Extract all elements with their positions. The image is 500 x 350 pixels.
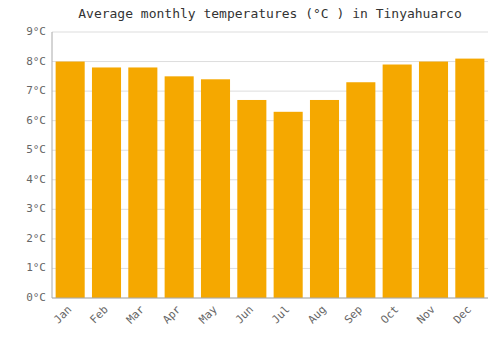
bar (310, 100, 339, 298)
y-tick-label: 2°C (26, 232, 46, 245)
bar (56, 62, 85, 298)
y-tick-label: 9°C (26, 25, 46, 38)
y-tick-label: 3°C (26, 202, 46, 215)
chart-container: 0°C 1°C 2°C 3°C 4°C 5°C 6°C 7°C 8°C 9°C Jan Feb Mar A… (0, 0, 500, 350)
bar (455, 59, 484, 298)
grid-line (52, 298, 488, 299)
y-tick-labels: 0°C 1°C 2°C 3°C 4°C 5°C 6°C 7°C 8°C 9°C (26, 25, 46, 304)
chart-title: Average monthly temperatures (°C ) in Ti… (78, 6, 462, 21)
bar (346, 82, 375, 298)
x-tick-label: Oct (378, 303, 401, 326)
y-tick-label: 6°C (26, 114, 46, 127)
y-tick-label: 5°C (26, 143, 46, 156)
y-tick-label: 0°C (26, 291, 46, 304)
y-tick-label: 4°C (26, 173, 46, 186)
bar (274, 112, 303, 298)
x-tick-label: Mar (124, 303, 148, 327)
x-axis-line (52, 298, 488, 299)
bar (165, 76, 194, 298)
x-tick-label: Feb (87, 303, 110, 326)
bar (237, 100, 266, 298)
x-tick-label: May (196, 303, 220, 327)
bar (128, 67, 157, 298)
bar (201, 79, 230, 298)
y-tick-label: 7°C (26, 84, 46, 97)
y-tick-label: 8°C (26, 55, 46, 68)
y-grid (52, 32, 488, 298)
bar (383, 65, 412, 298)
x-tick-label: Apr (160, 303, 184, 327)
grid-line (52, 32, 488, 33)
bar (92, 67, 121, 298)
y-axis-line (52, 32, 53, 298)
x-tick-label: Sep (342, 303, 365, 326)
x-tick-labels: Jan Feb Mar Apr May Jun Jul Aug Sep Oct Nov Dec (51, 303, 474, 327)
x-tick-label: Dec (451, 303, 474, 326)
chart-svg: 0°C 1°C 2°C 3°C 4°C 5°C 6°C 7°C 8°C 9°C Jan Feb Mar A… (0, 0, 500, 350)
x-tick-label: Aug (305, 303, 328, 326)
y-tick-label: 1°C (26, 261, 46, 274)
x-tick-label: Jan (51, 303, 74, 326)
bar (419, 62, 448, 298)
bars (56, 59, 485, 298)
x-tick-label: Jun (233, 303, 256, 326)
x-tick-label: Jul (269, 303, 292, 326)
x-tick-label: Nov (414, 303, 438, 327)
